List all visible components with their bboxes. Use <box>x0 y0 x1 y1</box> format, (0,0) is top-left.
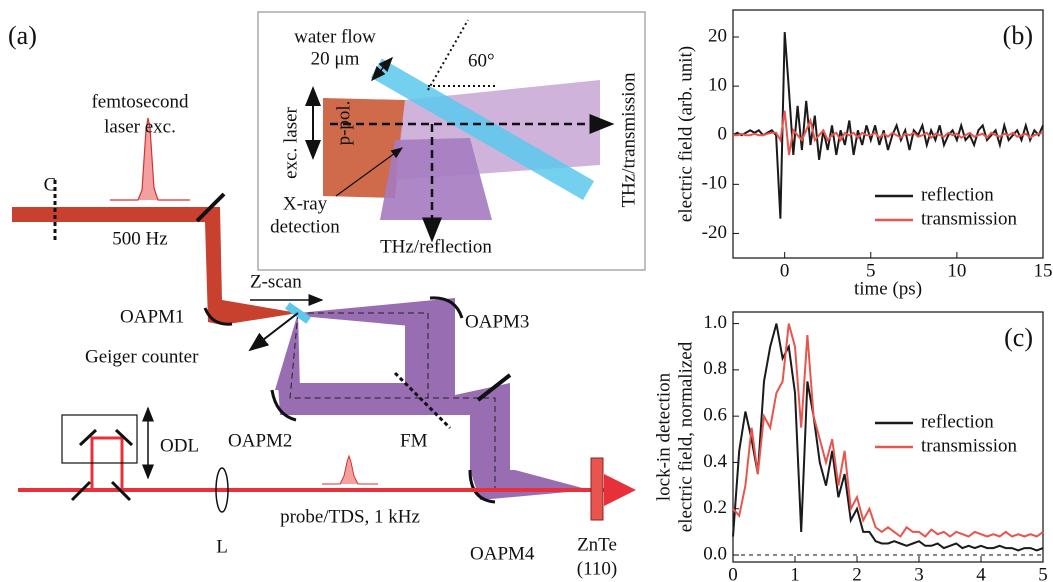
data-line <box>732 32 1044 219</box>
arrow <box>248 312 299 352</box>
panel-label: (b) <box>1003 21 1033 50</box>
label: femtosecond <box>91 91 189 112</box>
label: 20 μm <box>311 48 360 69</box>
water-flow <box>370 58 595 201</box>
x-tick-label: 5 <box>866 260 876 281</box>
x-tick-label: 4 <box>976 564 986 582</box>
odl-box <box>61 414 138 464</box>
y-tick-label: 1.0 <box>703 312 727 333</box>
y-tick-label: 0.6 <box>703 405 727 426</box>
label: ODL <box>160 435 199 456</box>
label: OAPM2 <box>228 430 292 451</box>
label: THz/transmission <box>618 72 639 208</box>
label: OAPM4 <box>470 543 535 564</box>
probe-pulse <box>322 454 378 485</box>
legend-label: transmission <box>921 435 1018 456</box>
label: ZnTe <box>577 534 617 555</box>
flip-mirror <box>393 371 452 430</box>
panel-label: (c) <box>1004 323 1033 352</box>
label: probe/TDS, 1 kHz <box>280 506 420 527</box>
inset-box <box>257 11 646 271</box>
label: OAPM3 <box>465 311 529 332</box>
legend-label: reflection <box>921 184 994 205</box>
legend-label: reflection <box>921 411 994 432</box>
x-tick-label: 0 <box>780 260 790 281</box>
plot-frame <box>732 311 1044 563</box>
delay-line <box>78 436 124 492</box>
legend-label: transmission <box>921 208 1018 229</box>
x-tick-label: 1 <box>790 564 800 582</box>
normal-line <box>427 19 469 91</box>
oapm1-mirror <box>203 307 233 326</box>
y-tick-label: 0.0 <box>703 543 727 564</box>
label: FM <box>400 430 428 451</box>
label: Geiger counter <box>85 346 199 367</box>
mirror <box>476 373 512 402</box>
reflection-beam <box>380 138 492 220</box>
arrow <box>335 147 403 197</box>
label: laser exc. <box>104 116 176 137</box>
panel-label: (a) <box>8 21 37 50</box>
x-tick-label: 0 <box>728 564 738 582</box>
mirror <box>114 428 134 447</box>
x-tick-label: 15 <box>1034 260 1053 281</box>
data-line <box>732 323 1044 538</box>
y-axis-label: electric field (arb. unit) <box>675 46 696 222</box>
label: X-ray <box>283 193 328 214</box>
y-tick-label: 0.4 <box>703 451 727 472</box>
label: THz/reflection <box>380 236 492 257</box>
oapm3-mirror <box>429 296 464 319</box>
x-tick-label: 2 <box>852 564 862 582</box>
label: exc. laser <box>280 106 301 178</box>
oapm2-mirror <box>270 389 297 422</box>
label: 500 Hz <box>112 228 167 249</box>
y-tick-label: 0 <box>718 124 728 145</box>
y-tick-label: 20 <box>708 25 727 46</box>
setup-diagram: (a) femtosecond laser exc. C 500 Hz wate… <box>8 11 646 579</box>
znte-crystal <box>590 457 604 521</box>
x-tick-label: 3 <box>914 564 924 582</box>
thz-beam <box>275 313 300 390</box>
beam-center <box>289 312 496 490</box>
label: water flow <box>294 26 376 47</box>
label: detection <box>270 216 340 237</box>
label: Z-scan <box>250 271 302 292</box>
plot-frame <box>732 9 1044 259</box>
mirror <box>70 480 92 502</box>
mirror <box>110 480 132 502</box>
y-tick-label: -20 <box>702 222 727 243</box>
y-axis-label: lock-in detection <box>653 372 674 501</box>
label: C <box>44 174 57 195</box>
lens <box>215 467 229 513</box>
label: (110) <box>577 558 617 579</box>
y-tick-label: 0.2 <box>703 497 727 518</box>
pump-pulse <box>110 117 190 201</box>
pump-beam <box>12 207 298 325</box>
y-tick-label: 0.8 <box>703 358 727 379</box>
label: L <box>216 536 228 557</box>
oapm4-mirror <box>468 469 496 504</box>
label: p-pol. <box>333 101 354 146</box>
arrow <box>370 56 394 82</box>
x-axis-label: time (ps) <box>854 278 922 299</box>
label: 60° <box>468 50 495 71</box>
thz-beam <box>278 305 510 470</box>
y-axis-label: electric field, normalized <box>675 341 696 532</box>
y-tick-label: -10 <box>702 173 727 194</box>
thz-beam <box>470 470 590 500</box>
label: OAPM1 <box>120 306 184 327</box>
data-line <box>733 110 1044 156</box>
mirror <box>78 428 98 447</box>
x-tick-label: 10 <box>947 260 966 281</box>
mirror <box>195 192 226 223</box>
y-tick-label: 10 <box>708 74 727 95</box>
x-tick-label: 5 <box>1038 564 1048 582</box>
